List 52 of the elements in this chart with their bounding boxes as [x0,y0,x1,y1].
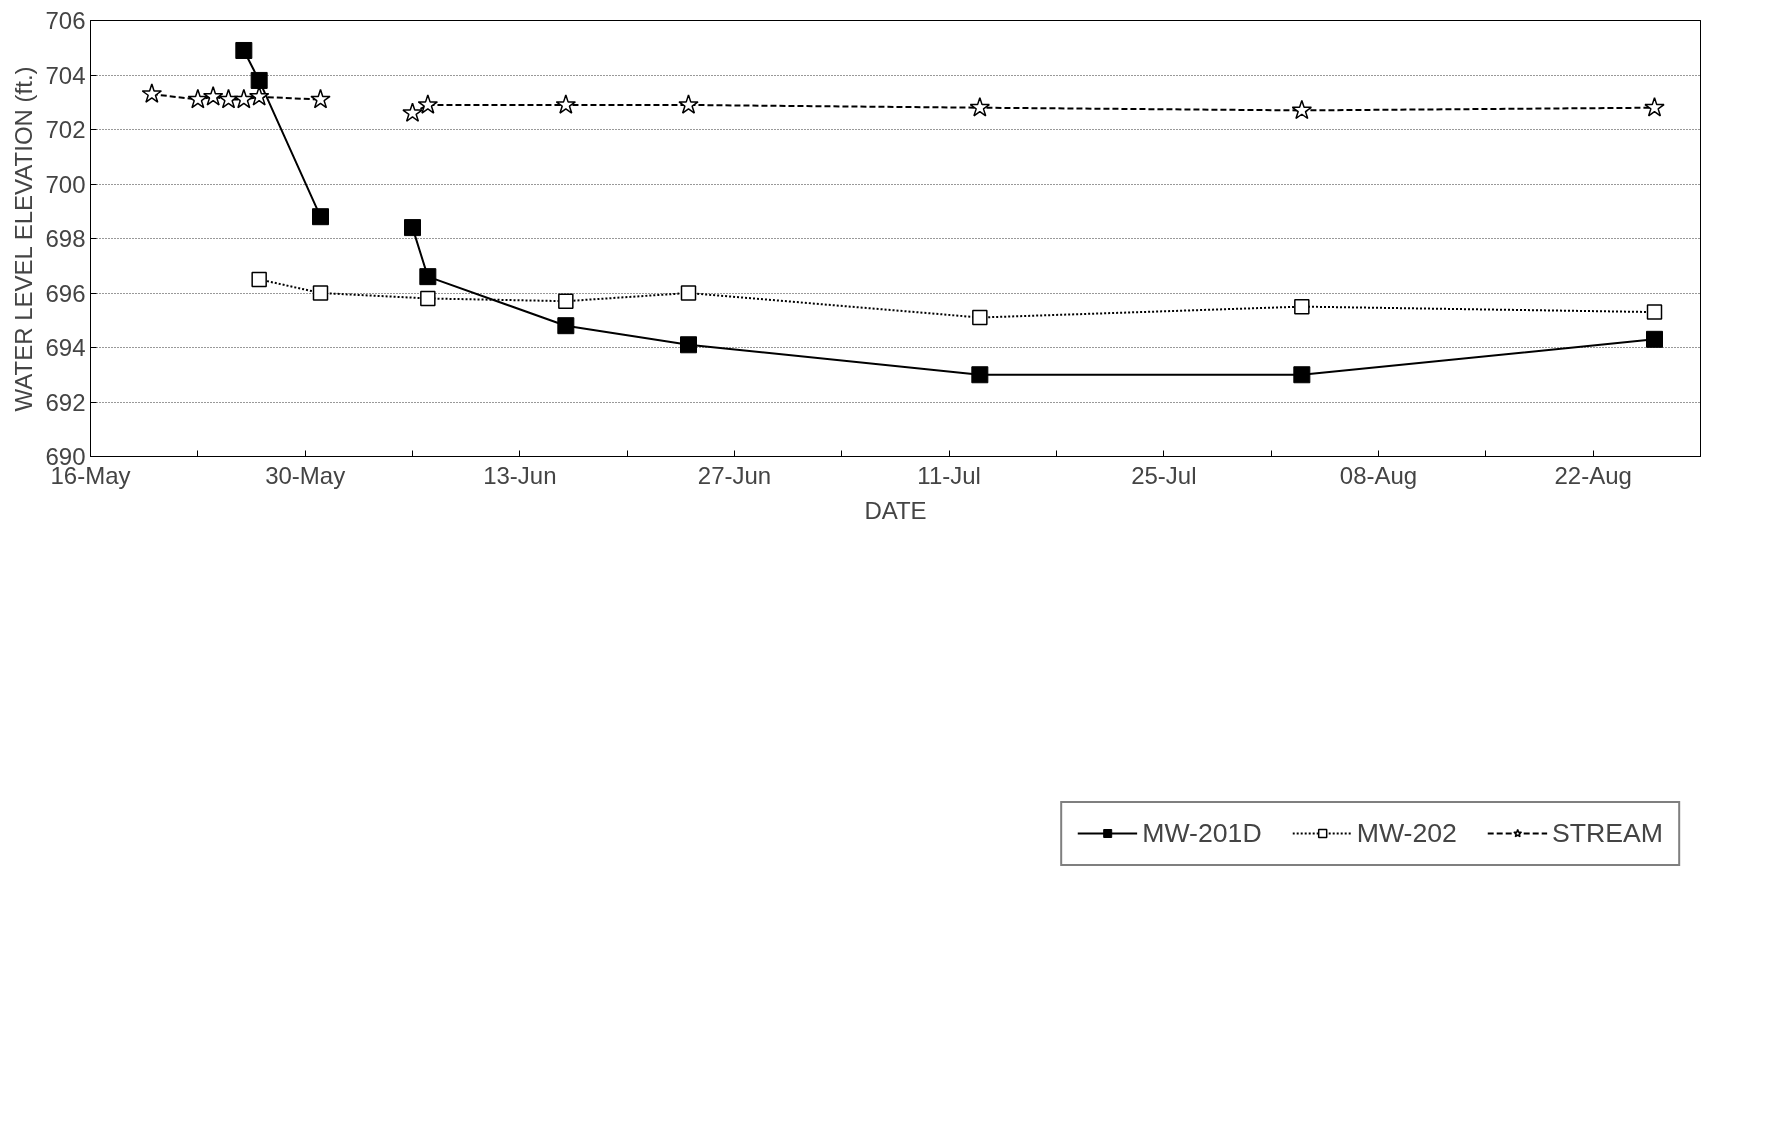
legend-label: MW-202 [1356,817,1457,849]
point [419,268,437,286]
y-tick-label: 704 [45,61,86,89]
y-tick-label: 698 [45,225,86,252]
point [310,88,331,109]
point [141,83,163,103]
point [420,290,436,307]
y-tick-label: 706 [45,7,86,34]
point [251,271,267,288]
legend-label: MW-201D [1142,817,1262,849]
point [969,96,991,117]
x-axis-title: DATE [864,496,927,524]
x-tick-label: 22-Aug [1554,461,1632,489]
x-tick-label: 13-Jun [483,461,557,489]
point [1646,304,1663,320]
x-tick-label: 25-Jul [1131,461,1197,489]
legend-label: STREAM [1551,817,1663,849]
point [555,94,577,114]
point [250,71,268,89]
point [1646,330,1663,348]
point [557,317,575,335]
point [1291,99,1313,120]
point [971,366,989,384]
y-tick-label: 702 [45,116,86,143]
point [972,309,988,326]
point [187,88,209,109]
point [1293,366,1311,384]
point [404,219,421,237]
point [680,285,697,301]
point [202,86,224,106]
point [1644,96,1665,117]
point [218,88,239,109]
point [235,41,253,59]
point [1294,298,1310,315]
x-tick-label: 11-Jul [917,461,981,489]
point [558,293,574,309]
y-axis-title: WATER LEVEL ELEVATION (ft.) [10,66,38,412]
y-tick-label: 700 [45,170,86,198]
x-tick-label: 08-Aug [1339,461,1418,489]
point [312,285,329,301]
point [678,94,699,114]
x-tick-label: 30-May [265,461,346,489]
y-tick-label: 692 [45,388,86,416]
point [233,88,255,109]
x-tick-label: 27-Jun [697,461,772,489]
y-tick-label: 696 [45,279,86,307]
point [402,102,423,122]
point [248,86,270,106]
point [680,336,697,354]
y-tick-label: 694 [45,334,86,361]
point [312,208,329,226]
point [417,94,439,114]
